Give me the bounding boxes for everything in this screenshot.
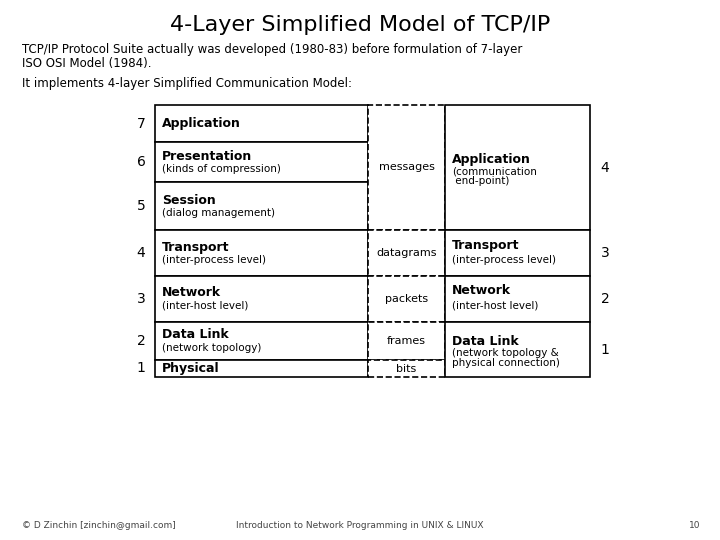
Text: frames: frames	[387, 336, 426, 346]
Text: Application: Application	[452, 153, 531, 166]
Text: ISO OSI Model (1984).: ISO OSI Model (1984).	[22, 57, 151, 71]
Text: physical connection): physical connection)	[452, 359, 560, 368]
Text: datagrams: datagrams	[377, 248, 437, 258]
Bar	[445, 322, 590, 377]
Bar	[155, 276, 368, 322]
Text: (inter-host level): (inter-host level)	[452, 301, 539, 311]
Text: 1: 1	[137, 361, 145, 375]
Text: 10: 10	[688, 521, 700, 530]
Text: (kinds of compression): (kinds of compression)	[162, 164, 281, 174]
Text: messages: messages	[379, 163, 434, 172]
Bar	[368, 322, 445, 360]
Text: Transport: Transport	[452, 239, 520, 252]
Text: TCP/IP Protocol Suite actually was developed (1980-83) before formulation of 7-l: TCP/IP Protocol Suite actually was devel…	[22, 44, 523, 57]
Text: (network topology): (network topology)	[162, 343, 261, 353]
Bar	[155, 322, 368, 360]
Bar	[155, 230, 368, 276]
Text: Session: Session	[162, 193, 216, 206]
Bar	[445, 230, 590, 276]
Text: 2: 2	[600, 292, 609, 306]
Text: end-point): end-point)	[452, 177, 509, 186]
Text: Network: Network	[452, 285, 511, 298]
Text: 4: 4	[600, 160, 609, 174]
Text: 3: 3	[137, 292, 145, 306]
Text: Data Link: Data Link	[452, 335, 518, 348]
Bar	[368, 105, 445, 230]
Text: 4: 4	[137, 246, 145, 260]
Text: Application: Application	[162, 117, 241, 130]
Text: packets: packets	[385, 294, 428, 304]
Text: (dialog management): (dialog management)	[162, 208, 275, 218]
Text: 5: 5	[137, 199, 145, 213]
Text: It implements 4-layer Simplified Communication Model:: It implements 4-layer Simplified Communi…	[22, 77, 352, 90]
Text: bits: bits	[397, 363, 417, 374]
Bar	[368, 230, 445, 276]
Text: 4-Layer Simplified Model of TCP/IP: 4-Layer Simplified Model of TCP/IP	[170, 15, 550, 35]
Text: 6: 6	[137, 155, 145, 169]
Text: Presentation: Presentation	[162, 150, 252, 163]
Text: Network: Network	[162, 287, 221, 300]
Bar	[155, 142, 368, 182]
Text: 7: 7	[137, 117, 145, 131]
Bar	[155, 182, 368, 230]
Text: 2: 2	[137, 334, 145, 348]
Text: Data Link: Data Link	[162, 328, 229, 341]
Text: (network topology &: (network topology &	[452, 348, 559, 359]
Bar	[368, 276, 445, 322]
Text: (inter-process level): (inter-process level)	[452, 255, 556, 265]
Text: 1: 1	[600, 342, 609, 356]
Text: Physical: Physical	[162, 362, 220, 375]
Text: (inter-host level): (inter-host level)	[162, 301, 248, 311]
Bar	[445, 276, 590, 322]
Text: (communication: (communication	[452, 166, 537, 177]
Bar	[368, 360, 445, 377]
Text: (inter-process level): (inter-process level)	[162, 255, 266, 265]
Text: 3: 3	[600, 246, 609, 260]
Text: Transport: Transport	[162, 240, 230, 253]
Bar	[155, 105, 368, 142]
Bar	[445, 105, 590, 230]
Text: Introduction to Network Programming in UNIX & LINUX: Introduction to Network Programming in U…	[236, 521, 484, 530]
Text: © D Zinchin [zinchin@gmail.com]: © D Zinchin [zinchin@gmail.com]	[22, 521, 176, 530]
Bar	[155, 360, 368, 377]
